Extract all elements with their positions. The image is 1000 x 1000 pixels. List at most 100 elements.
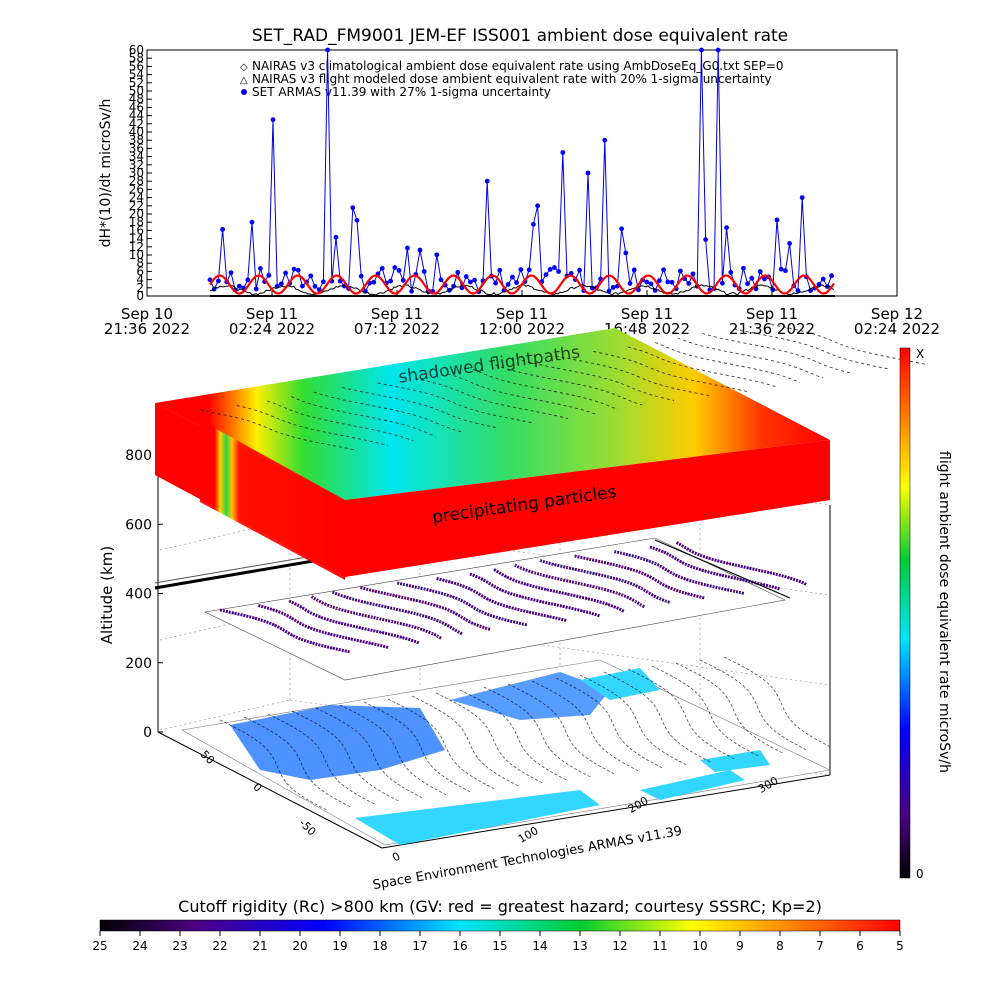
altitude-tick-label: 0	[143, 725, 152, 741]
slab-track-line	[473, 369, 618, 410]
armas-point	[434, 252, 440, 258]
orbit-wave-highlight	[436, 578, 567, 621]
armas-point	[459, 285, 465, 291]
slab-track-line	[236, 405, 389, 446]
armas-point	[421, 269, 427, 274]
x-tick-label-line2: 21:36 2022	[729, 320, 815, 338]
altitude-ticks: 0 200 400 600 800	[125, 448, 163, 741]
armas-point	[312, 283, 318, 289]
armas-point	[619, 226, 624, 232]
y-tick-label: 40	[129, 125, 144, 139]
armas-point	[371, 279, 377, 285]
slab-track-line	[733, 328, 889, 370]
map-track-line	[339, 704, 447, 796]
armas-point	[321, 279, 326, 285]
armas-point	[468, 279, 473, 285]
armas-point	[820, 276, 826, 282]
longitude-tick-label: 100	[516, 824, 541, 846]
armas-point	[266, 272, 272, 278]
orbit-wave	[310, 595, 443, 640]
y-tick-label: 10	[129, 248, 144, 262]
armas-point	[585, 170, 591, 176]
armas-point	[665, 279, 671, 285]
bottom-colorbar-tick-label: 21	[252, 939, 267, 953]
slab-flight-tracks	[199, 324, 927, 451]
map-track-line	[315, 707, 423, 799]
map-track-line	[531, 680, 639, 772]
slab-track-line	[702, 333, 853, 374]
slab-track-line	[342, 387, 496, 428]
altitude-axis-label: Altitude (km)	[98, 546, 116, 644]
bottom-colorbar-tick-label: 13	[572, 939, 587, 953]
y-tick-label: 30	[129, 166, 144, 180]
legend-armas: SET ARMAS v11.39 with 27% 1-sigma uncert…	[252, 85, 551, 99]
armas-point	[703, 237, 708, 242]
orbit-wave	[539, 559, 671, 604]
slab-track-line	[495, 364, 643, 406]
orbit-wave	[288, 599, 420, 645]
armas-point	[741, 265, 746, 271]
armas-point	[610, 284, 616, 290]
right-colorbar: X 0 flight ambient dose equivalent rate …	[899, 347, 952, 881]
bottom-colorbar-tick-label: 16	[452, 939, 467, 953]
bottom-colorbar-tick-label: 5	[896, 939, 904, 953]
map-track-line	[579, 674, 687, 766]
y-tick-label: 24	[129, 191, 144, 205]
armas-point	[774, 217, 780, 223]
y-tick-label: 26	[129, 182, 144, 196]
armas-point	[400, 277, 406, 283]
armas-point	[669, 279, 675, 285]
armas-point	[484, 178, 490, 184]
armas-point	[724, 225, 729, 231]
armas-point	[325, 47, 330, 53]
orbit-wave	[513, 563, 646, 609]
legend-nairas-climatological: NAIRAS v3 climatological ambient dose eq…	[252, 59, 784, 73]
slab-track-line	[593, 351, 748, 392]
orbit-wave	[574, 554, 705, 600]
bottom-colorbar-tick-label: 15	[492, 939, 507, 953]
armas-point	[648, 281, 654, 287]
ocean-region	[640, 770, 745, 800]
ocean-region	[355, 790, 600, 845]
armas-point	[661, 267, 666, 273]
armas-point	[778, 266, 784, 272]
y-tick-label: 8	[136, 256, 144, 270]
ocean-region	[230, 705, 445, 780]
ocean-region	[450, 672, 610, 720]
armas-point	[308, 273, 314, 279]
x-tick-label-line2: 12:00 2022	[479, 320, 565, 338]
armas-point	[300, 283, 305, 289]
y-tick-label: 32	[129, 158, 144, 172]
orbit-wave	[219, 608, 351, 654]
bottom-colorbar-tick-label: 22	[212, 939, 227, 953]
map-track-line	[483, 686, 591, 778]
armas-point	[472, 277, 477, 283]
slab-track-line	[447, 373, 596, 415]
bottom-colorbar-tick-label: 8	[776, 939, 784, 953]
slab-track-line	[290, 396, 436, 437]
armas-point	[493, 280, 498, 286]
map-track-line	[291, 710, 399, 802]
y-tick-label: 42	[129, 117, 144, 131]
armas-point	[552, 265, 557, 270]
x-tick-label-line2: 21:36 2022	[104, 320, 190, 338]
y-tick-label: 44	[129, 109, 144, 123]
slab-track-line	[677, 337, 824, 379]
armas-point	[438, 277, 444, 283]
bottom-colorbar-tick-label: 18	[372, 939, 387, 953]
x-tick-label-line1: Sep 11	[371, 305, 423, 323]
armas-point	[350, 205, 356, 211]
map-track-line	[435, 692, 543, 784]
armas-point	[816, 281, 822, 287]
map-track-line	[603, 671, 711, 763]
right-colorbar-bottom-tick: 0	[916, 867, 924, 881]
bottom-colorbar-bar	[99, 919, 901, 932]
slab-track-line	[627, 346, 777, 388]
bottom-colorbar-tick-label: 17	[412, 939, 427, 953]
bottom-colorbar-tick-label: 14	[532, 939, 547, 953]
armas-point	[379, 265, 385, 271]
y-tick-label: 34	[129, 150, 144, 164]
y-tick-label: 22	[129, 199, 144, 213]
orbit-wave	[675, 541, 808, 586]
